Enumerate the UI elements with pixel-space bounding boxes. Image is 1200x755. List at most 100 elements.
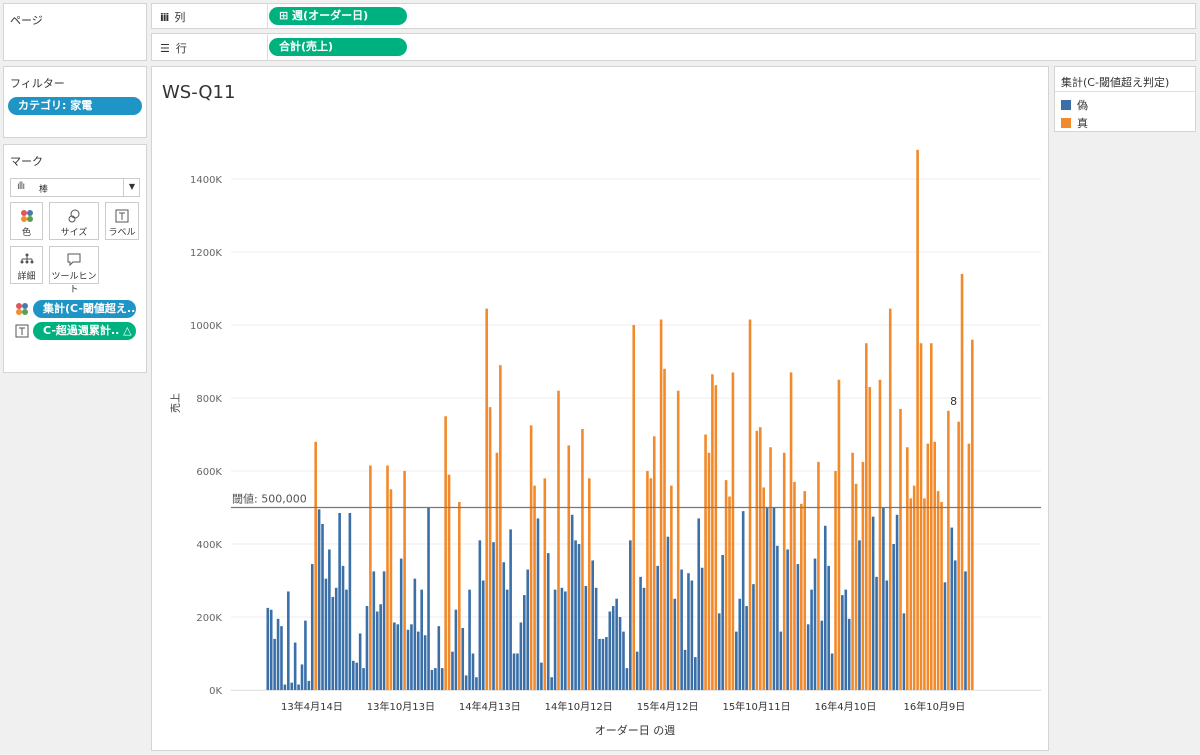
bar-chart-icon: ıllı (17, 181, 25, 192)
bar (868, 387, 872, 690)
size-card-label: サイズ (60, 228, 88, 238)
bar (608, 611, 612, 690)
mark-type-dropdown[interactable]: ıllı 棒 ▼ (10, 178, 140, 197)
bar (324, 578, 328, 690)
filter-pill-category[interactable]: カテゴリ: 家電 (8, 97, 142, 115)
legend-item-false[interactable]: 偽 (1061, 97, 1088, 113)
bar (358, 633, 362, 690)
bar (656, 565, 659, 690)
column-pill[interactable]: ⊞ 週(オーダー日) (269, 7, 407, 25)
detail-card[interactable]: 詳細 (10, 246, 43, 284)
color-card[interactable]: 色 (10, 202, 43, 240)
tooltip-icon (67, 253, 81, 267)
bar (287, 591, 290, 690)
bar (670, 485, 673, 690)
bar (642, 587, 646, 690)
bar (796, 564, 800, 690)
bar (820, 620, 824, 690)
bar (269, 609, 273, 690)
bar (297, 684, 300, 690)
legend-swatch-false (1061, 100, 1071, 110)
chart-panel: WS-Q11 0K 200K 400K 600K 800K 1000K 1200K 1400K 売… (151, 66, 1049, 751)
bar (341, 565, 345, 690)
bar (690, 580, 694, 690)
bar (666, 536, 670, 690)
legend-panel: 集計(C-閾値超え判定) 偽 真 (1054, 66, 1196, 132)
bar (960, 273, 964, 690)
chevron-down-icon: ▼ (128, 182, 135, 191)
bar (611, 606, 615, 690)
bar (957, 421, 960, 690)
columns-shelf[interactable]: iii 列 ⊞ 週(オーダー日) (151, 3, 1196, 29)
bar-chart: WS-Q11 0K 200K 400K 600K 800K 1000K 1200K 1400K 売… (162, 82, 1041, 737)
legend-item-true[interactable]: 真 (1061, 115, 1088, 131)
bar (652, 436, 656, 690)
bar (964, 571, 967, 691)
bar (926, 443, 930, 691)
x-tick-label: 15年4月12日 (637, 700, 699, 713)
bar (475, 677, 478, 690)
bar (605, 637, 608, 690)
bar (752, 584, 755, 690)
bar (813, 558, 817, 690)
bar (523, 595, 526, 690)
bar (738, 598, 742, 690)
color-field-pill[interactable]: 集計(C-閾値超え.. (33, 300, 136, 318)
bar (741, 511, 745, 690)
bar (389, 489, 393, 690)
filters-title: フィルター (10, 77, 65, 90)
legend-title: 集計(C-閾値超え判定) (1061, 76, 1170, 89)
bar (533, 485, 536, 690)
bar (492, 542, 495, 690)
bar (481, 580, 485, 690)
bar (365, 606, 369, 690)
bar (420, 589, 423, 691)
bar (266, 607, 270, 691)
bar (451, 651, 454, 690)
bar (540, 662, 543, 691)
bar (707, 452, 711, 690)
bar (464, 675, 468, 690)
bar (762, 487, 765, 690)
bar (293, 642, 297, 690)
bar (714, 385, 718, 690)
y-tick-label: 1400K (190, 175, 222, 186)
bar (280, 626, 283, 691)
bar (399, 558, 403, 690)
bar (447, 474, 451, 690)
bar (663, 368, 666, 690)
bar (735, 631, 738, 690)
bar (844, 589, 848, 691)
bar (765, 507, 769, 690)
bar (827, 565, 830, 690)
bar (919, 343, 923, 690)
bar (423, 635, 427, 690)
label-field-pill[interactable]: C-超過週累計.. △ (33, 322, 136, 340)
rows-shelf[interactable]: ☰ 行 合計(売上) (151, 33, 1196, 61)
bar (899, 408, 902, 690)
row-pill[interactable]: 合計(売上) (269, 38, 407, 56)
bar (950, 527, 954, 690)
marks-panel: マーク ıllı 棒 ▼ 色 サイズ ラベル 詳細 ツールヒント 集計(C-閾値… (3, 144, 147, 373)
bar (386, 465, 389, 690)
tooltip-card[interactable]: ツールヒント (49, 246, 99, 295)
pages-label: ページ (10, 14, 43, 27)
bar (745, 606, 748, 690)
size-card[interactable]: サイズ (49, 202, 99, 240)
bar (546, 553, 550, 691)
bar (430, 669, 434, 690)
bar (892, 544, 895, 690)
bar (841, 595, 844, 690)
bar (782, 452, 786, 690)
bar (557, 390, 560, 690)
y-tick-label: 400K (196, 540, 222, 551)
y-tick-label: 0K (209, 686, 222, 697)
bar (393, 622, 396, 690)
legend-swatch-true (1061, 118, 1071, 128)
list-icon: ☰ (160, 42, 170, 55)
pages-panel[interactable]: ページ (3, 3, 147, 61)
label-card[interactable]: ラベル (105, 202, 139, 240)
bar (485, 308, 488, 690)
bar (283, 684, 287, 690)
bar (895, 514, 899, 690)
